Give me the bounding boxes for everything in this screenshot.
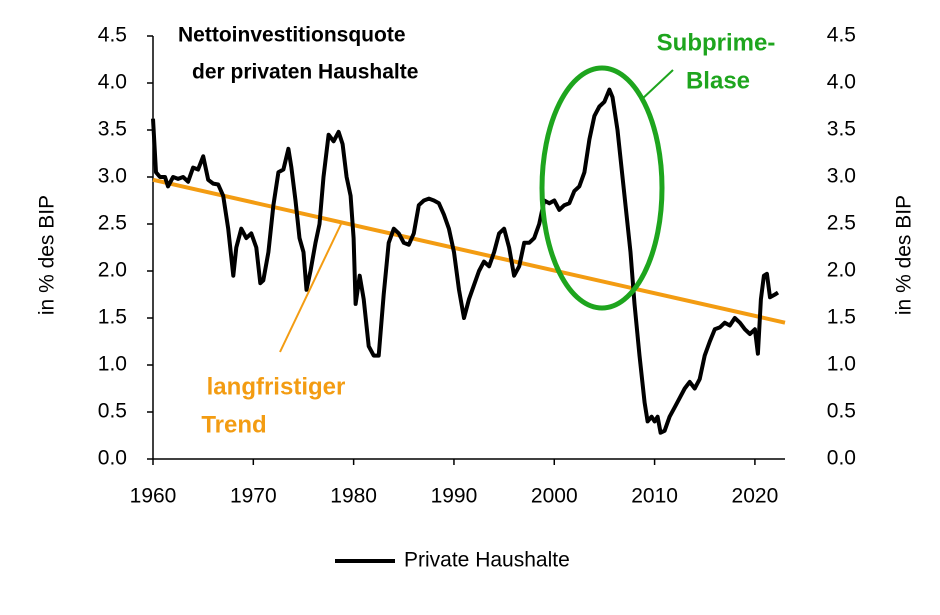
x-tick-label: 2010	[631, 485, 678, 508]
x-tick-label: 1990	[431, 485, 478, 508]
y-tick-label: 2.5	[98, 212, 127, 235]
annotation: Blase	[686, 67, 750, 94]
y-tick-label: 1.5	[98, 306, 127, 329]
legend-label: Private Haushalte	[404, 549, 570, 572]
annotation-pointer	[640, 69, 674, 101]
y2-tick-label: 1.5	[827, 306, 856, 329]
annotation-pointer	[279, 221, 343, 353]
y-tick-label: 1.0	[98, 353, 127, 376]
data-line	[151, 87, 780, 435]
y2-tick-label: 0.5	[827, 400, 856, 423]
y-tick-label: 3.5	[98, 118, 127, 141]
y2-axis-label: in % des BIP	[893, 195, 916, 315]
x-tick-label: 2000	[531, 485, 578, 508]
y-tick-label: 4.0	[98, 71, 127, 94]
y-tick-label: 0.0	[98, 447, 127, 470]
x-tick-label: 2020	[732, 485, 779, 508]
trend-line	[152, 177, 786, 325]
x-tick-label: 1970	[230, 485, 277, 508]
annotation: Trend	[201, 411, 266, 438]
y2-tick-label: 3.0	[827, 165, 856, 188]
y-tick-label: 0.5	[98, 400, 127, 423]
y2-tick-label: 4.0	[827, 71, 856, 94]
y2-tick-label: 3.5	[827, 118, 856, 141]
x-tick-label: 1980	[330, 485, 377, 508]
highlight-ellipse	[539, 65, 665, 311]
y-tick-label: 4.5	[98, 24, 127, 47]
y-axis-label: in % des BIP	[36, 195, 59, 315]
y2-tick-label: 1.0	[827, 353, 856, 376]
annotation: Subprime-	[657, 29, 776, 56]
y-tick-label: 2.0	[98, 259, 127, 282]
x-tick-label: 1960	[130, 485, 177, 508]
annotation: langfristiger	[207, 373, 346, 400]
y2-tick-label: 0.0	[827, 447, 856, 470]
y2-tick-label: 2.0	[827, 259, 856, 282]
y-tick-label: 3.0	[98, 165, 127, 188]
chart-title: der privaten Haushalte	[192, 61, 418, 84]
y2-tick-label: 2.5	[827, 212, 856, 235]
y2-tick-label: 4.5	[827, 24, 856, 47]
chart-title: Nettoinvestitionsquote	[178, 24, 406, 47]
